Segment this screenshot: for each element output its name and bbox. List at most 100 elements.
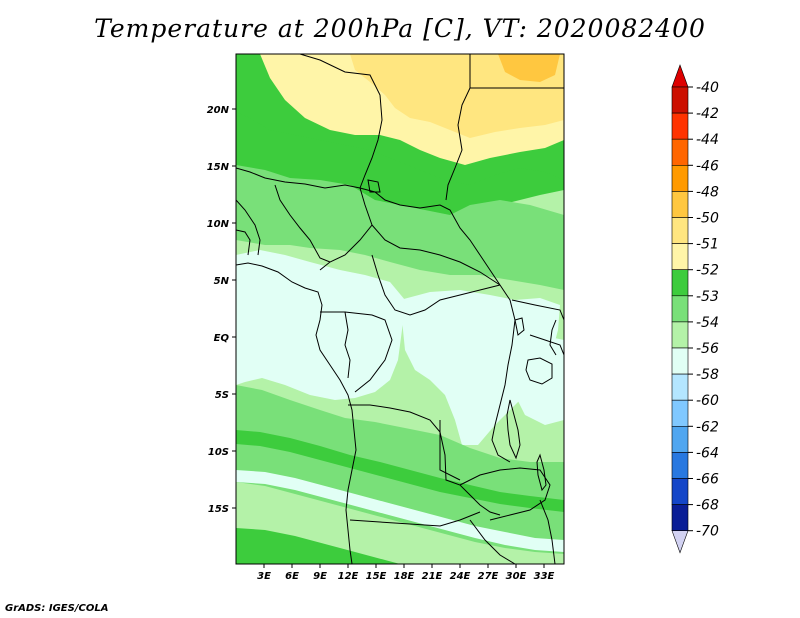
- colorbar-top-cap: [671, 64, 689, 88]
- border-congo: [344, 311, 393, 393]
- colorbar-label: -53: [696, 289, 719, 305]
- lon-label: 30E: [506, 571, 527, 582]
- region-cyan-east: [515, 335, 564, 425]
- lon-tick-21e: 21E: [422, 564, 443, 582]
- colorbar-segment: [671, 112, 689, 140]
- colorbar-segment: [671, 347, 689, 375]
- border-gabon: [320, 311, 351, 379]
- grads-credit: GrADS: IGES/COLA: [5, 603, 109, 614]
- map-frame: [235, 53, 565, 565]
- colorbar-segment: [671, 191, 689, 218]
- border-angola-zambia: [439, 420, 461, 481]
- colorbar-segment: [671, 399, 689, 427]
- colorbar-label: -40: [696, 80, 719, 96]
- lat-axis: 20N 15N 10N 5N EQ 5S 10S 15S: [207, 105, 236, 515]
- colorbar-label: -50: [696, 211, 719, 227]
- country-borders: [236, 54, 564, 564]
- colorbar-segment: [671, 217, 689, 244]
- colorbar-label: -51: [696, 237, 719, 253]
- colorbar-segment: [671, 425, 689, 453]
- colorbar-segment: [671, 373, 689, 401]
- border-car-south: [371, 254, 501, 316]
- colorbar-segment: [671, 243, 689, 271]
- border-kenya: [529, 334, 564, 356]
- colorbar-segment: [671, 295, 689, 323]
- border-uganda: [511, 299, 564, 321]
- colorbar-label: -70: [696, 524, 719, 540]
- colorbar-segment: [671, 138, 689, 166]
- temperature-field: [236, 54, 564, 564]
- lon-tick-9e: 9E: [313, 564, 327, 582]
- lon-tick-6e: 6E: [285, 564, 299, 582]
- lat-label: 15N: [207, 162, 230, 173]
- lon-tick-18e: 18E: [394, 564, 415, 582]
- border-nigeria: [274, 184, 331, 263]
- lon-label: 18E: [394, 571, 415, 582]
- border-cameroon-chad: [236, 199, 261, 256]
- region-cyan-central: [400, 290, 560, 445]
- lon-tick-3e: 3E: [257, 564, 271, 582]
- lon-label: 33E: [534, 571, 555, 582]
- band-yellow: [350, 54, 564, 138]
- lon-label: 9E: [313, 571, 327, 582]
- lat-tick-15n: 15N: [207, 162, 236, 173]
- lon-label: 21E: [422, 571, 443, 582]
- border-drc-east: [491, 284, 516, 463]
- border-north-3: [445, 87, 471, 201]
- colorbar-label: -64: [696, 445, 719, 461]
- lat-tick-15s: 15S: [208, 504, 236, 515]
- colorbar-label: -66: [696, 472, 719, 488]
- colorbar-label: -60: [696, 393, 719, 409]
- border-south: [469, 519, 516, 564]
- lon-tick-12e: 12E: [338, 564, 359, 582]
- lon-label: 15E: [366, 571, 387, 582]
- colorbar-segment: [671, 452, 689, 479]
- lat-label: EQ: [214, 333, 230, 344]
- lat-label: 10S: [208, 447, 229, 458]
- colorbar-label: -46: [696, 158, 719, 174]
- band-green-south-b: [236, 528, 400, 564]
- lat-label: 20N: [207, 105, 230, 116]
- band-cyan-south: [236, 470, 564, 552]
- map-title: Temperature at 200hPa [C], VT: 202008240…: [94, 14, 706, 43]
- lat-label: 5N: [214, 276, 230, 287]
- colorbar-segment: [671, 478, 689, 505]
- lat-tick-eq: EQ: [214, 333, 236, 344]
- lat-tick-10s: 10S: [208, 447, 236, 458]
- border-namibia: [349, 511, 481, 527]
- lake-chad: [367, 179, 381, 193]
- lat-tick-5n: 5N: [214, 276, 236, 287]
- colorbar-segment: [671, 321, 689, 349]
- lon-tick-27e: 27E: [478, 564, 499, 582]
- coast-east-1: [549, 319, 557, 356]
- border-sahel: [236, 167, 501, 286]
- border-car: [371, 224, 501, 286]
- band-orange: [498, 54, 560, 82]
- colorbar-label: -44: [696, 132, 719, 148]
- colorbar-label: -58: [696, 367, 719, 383]
- colorbar-label: -52: [696, 263, 719, 279]
- lon-axis: 3E 6E 9E 12E 15E 18E 21E 24E: [257, 564, 555, 582]
- border-north-1: [299, 54, 383, 189]
- lon-label: 3E: [257, 571, 271, 582]
- colorbar-label: -68: [696, 498, 719, 514]
- lon-label: 12E: [338, 571, 359, 582]
- colorbar-label: -48: [696, 184, 719, 200]
- colorbar-label: -42: [696, 106, 719, 122]
- region-cyan-west: [236, 250, 405, 400]
- lake-malawi: [536, 453, 547, 492]
- colorbar-label: -54: [696, 315, 719, 331]
- border-west-1: [236, 229, 251, 256]
- lat-tick-20n: 20N: [207, 105, 236, 116]
- lat-tick-5s: 5S: [215, 390, 236, 401]
- lat-label: 5S: [215, 390, 229, 401]
- border-angola: [348, 404, 501, 516]
- band-green-south-a: [236, 430, 564, 512]
- border-cameroon: [319, 187, 373, 271]
- lon-label: 24E: [450, 571, 471, 582]
- lon-label: 27E: [478, 571, 499, 582]
- colorbar-segment: [671, 86, 689, 114]
- lon-label: 6E: [285, 571, 299, 582]
- colorbar-segment: [671, 269, 689, 297]
